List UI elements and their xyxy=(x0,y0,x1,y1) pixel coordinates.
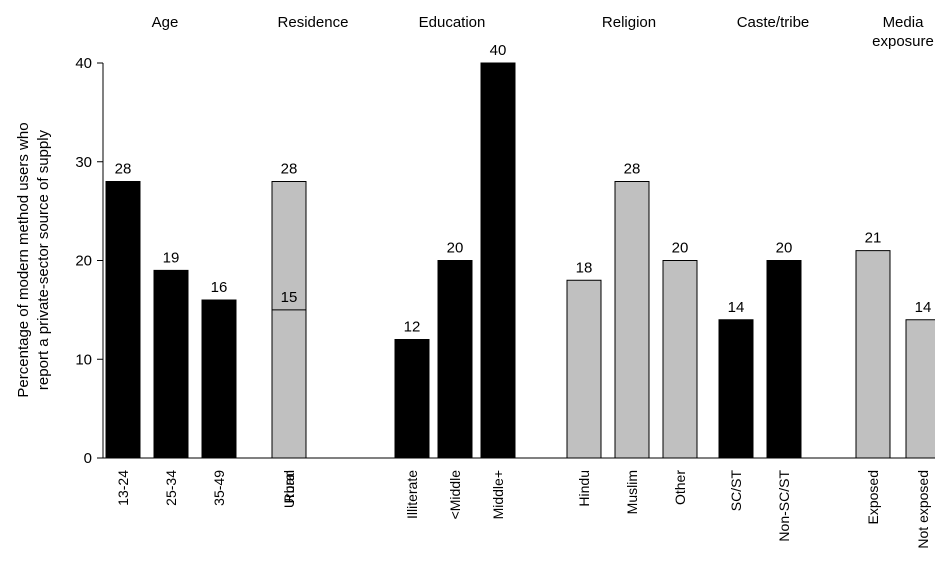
group-labels: Age Residence Education Religion Caste/tribe… xyxy=(152,14,934,50)
category-label: <Middle xyxy=(447,470,463,520)
category-label: Non-SC/ST xyxy=(776,470,792,542)
group-label: Education xyxy=(419,14,486,31)
data-label: 28 xyxy=(115,161,132,178)
category-label: Illiterate xyxy=(404,470,420,519)
group-label: Age xyxy=(152,14,179,31)
category-label: Urban xyxy=(281,470,297,508)
data-label: 12 xyxy=(404,319,421,336)
y-tick-label: 30 xyxy=(75,154,92,171)
group-label: exposure xyxy=(872,33,934,50)
group-label: Residence xyxy=(278,14,349,31)
category-label: Exposed xyxy=(865,470,881,524)
data-label: 21 xyxy=(865,230,882,247)
data-label: 20 xyxy=(776,240,793,257)
bar xyxy=(271,309,307,459)
category-label: Middle+ xyxy=(490,470,506,519)
y-tick-label: 40 xyxy=(75,55,92,72)
bar xyxy=(394,339,430,459)
data-label: 28 xyxy=(624,161,641,178)
group-label: Caste/tribe xyxy=(737,14,810,31)
data-label: 20 xyxy=(672,240,689,257)
category-label: Hindu xyxy=(576,470,592,507)
group-label: Religion xyxy=(602,14,656,31)
category-label: 35-49 xyxy=(211,470,227,506)
bar xyxy=(662,260,698,459)
group-label: Media xyxy=(883,14,925,31)
bar xyxy=(437,260,473,459)
bar xyxy=(855,250,891,459)
category-label: Other xyxy=(672,470,688,505)
category-label: 25-34 xyxy=(163,470,179,506)
category-label: 13-24 xyxy=(115,470,131,506)
y-tick-label: 10 xyxy=(75,351,92,368)
y-axis-label: Percentage of modern method users who re… xyxy=(15,122,52,397)
category-label: Muslim xyxy=(624,470,640,514)
category-label: Not exposed xyxy=(915,470,931,549)
bar xyxy=(201,299,237,459)
data-label: 14 xyxy=(915,299,932,316)
data-labels: 28 19 16 28 15 12 20 40 18 28 20 14 20 21 14 xyxy=(115,42,932,336)
data-label: 20 xyxy=(447,240,464,257)
data-label: 16 xyxy=(211,279,228,296)
y-axis: 0 10 20 30 40 xyxy=(75,55,104,467)
y-tick-label: 20 xyxy=(75,253,92,270)
bar xyxy=(766,260,802,459)
data-label: 40 xyxy=(490,42,507,59)
bar xyxy=(480,62,516,459)
data-label: 28 xyxy=(281,161,298,178)
data-label: 14 xyxy=(728,299,745,316)
category-label: SC/ST xyxy=(728,470,744,512)
bar xyxy=(153,269,189,459)
data-label: 19 xyxy=(163,249,180,266)
bar xyxy=(105,181,141,459)
data-label: 18 xyxy=(576,259,593,276)
y-axis-label-line-1: Percentage of modern method users who xyxy=(15,122,32,397)
bar xyxy=(718,319,754,459)
y-tick-label: 0 xyxy=(84,450,92,467)
bars xyxy=(105,62,935,459)
data-label: 15 xyxy=(281,289,298,306)
category-label: Rural xyxy=(281,470,297,503)
bar xyxy=(566,279,602,459)
bar xyxy=(905,319,935,459)
y-axis-label-line-2: report a private-sector source of supply xyxy=(35,129,52,390)
bar xyxy=(614,181,650,459)
